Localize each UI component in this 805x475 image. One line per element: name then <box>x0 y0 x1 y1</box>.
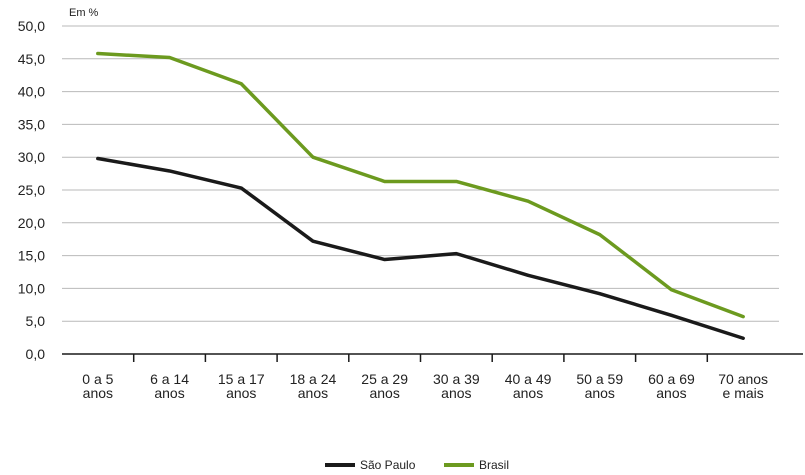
grid <box>62 25 779 322</box>
x-tick-label: anos <box>441 385 471 401</box>
x-tick-label: 18 a 24 <box>290 371 337 387</box>
data-point <box>526 273 530 277</box>
y-tick-label: 45,0 <box>18 51 45 67</box>
data-point <box>741 336 745 340</box>
y-tick-label: 40,0 <box>18 84 45 100</box>
data-point <box>598 292 602 296</box>
x-tick-label: e mais <box>723 385 764 401</box>
data-point <box>311 155 315 159</box>
x-tick-label: 60 a 69 <box>648 371 695 387</box>
data-point <box>168 169 172 173</box>
y-tick-label: 35,0 <box>18 116 45 132</box>
data-point <box>741 315 745 319</box>
data-point <box>239 82 243 86</box>
data-point <box>168 55 172 59</box>
y-tick-label: 20,0 <box>18 215 45 231</box>
y-tick-label: 50,0 <box>18 18 45 34</box>
series-line <box>96 51 745 319</box>
data-point <box>669 313 673 317</box>
data-point <box>669 288 673 292</box>
data-point <box>454 179 458 183</box>
data-point <box>96 52 100 56</box>
series <box>96 51 745 341</box>
legend: São Paulo Brasil <box>325 458 509 472</box>
x-tick-label: anos <box>369 385 399 401</box>
unit-label: Em % <box>69 7 99 19</box>
y-tick-label: 30,0 <box>18 149 45 165</box>
x-tick-label: 6 a 14 <box>150 371 189 387</box>
y-tick-label: 25,0 <box>18 182 45 198</box>
x-tick-label: 25 a 29 <box>361 371 408 387</box>
data-point <box>96 157 100 161</box>
data-point <box>239 186 243 190</box>
x-tick-label: 15 a 17 <box>218 371 265 387</box>
series-line <box>96 156 745 341</box>
y-tick-label: 10,0 <box>18 280 45 296</box>
data-point <box>526 199 530 203</box>
x-tick-label: anos <box>226 385 256 401</box>
x-tick-label: 0 a 5 <box>82 371 113 387</box>
data-point <box>598 233 602 237</box>
x-tick-label: anos <box>154 385 184 401</box>
x-tick-label: 50 a 59 <box>576 371 623 387</box>
x-tick-label: anos <box>585 385 615 401</box>
x-tick-label: anos <box>656 385 686 401</box>
x-tick-label: 30 a 39 <box>433 371 480 387</box>
x-tick-label: anos <box>298 385 328 401</box>
y-tick-label: 5,0 <box>26 313 46 329</box>
legend-label: São Paulo <box>360 458 416 472</box>
y-tick-label: 15,0 <box>18 248 45 264</box>
data-point <box>454 252 458 256</box>
x-tick-label: 70 anos <box>718 371 768 387</box>
y-axis: 0,0 5,0 10,0 15,0 20,0 25,0 30,0 35,0 40,0 45,0 50… <box>18 18 45 362</box>
data-point <box>383 258 387 262</box>
data-point <box>383 179 387 183</box>
x-tick-label: 40 a 49 <box>505 371 552 387</box>
x-tick-label: anos <box>513 385 543 401</box>
data-point <box>311 239 315 243</box>
y-tick-label: 0,0 <box>26 346 46 362</box>
legend-label: Brasil <box>479 458 509 472</box>
x-tick-label: anos <box>83 385 113 401</box>
